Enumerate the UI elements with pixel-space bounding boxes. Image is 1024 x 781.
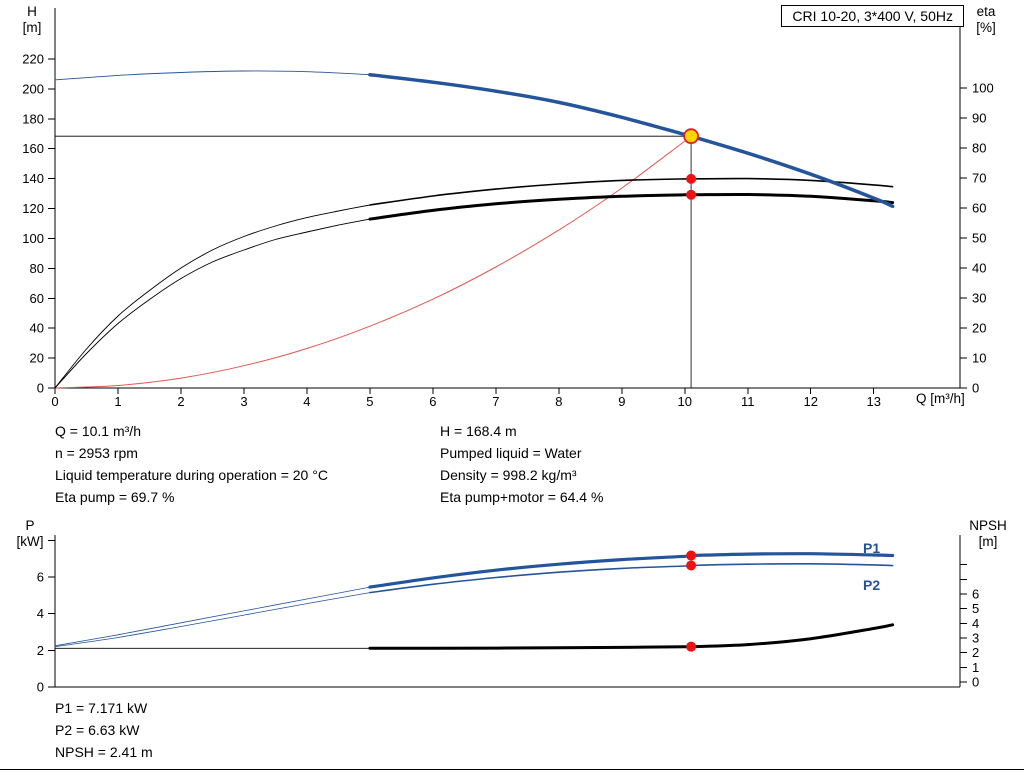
readout-density: Density = 998.2 kg/m³ <box>440 467 577 483</box>
readout-liquid-temperature: Liquid temperature during operation = 20… <box>55 467 328 483</box>
npsh-point <box>686 641 697 652</box>
h-axis-label-line2: [m] <box>22 20 42 35</box>
y-right-tick-label: 30 <box>972 291 986 306</box>
y-right-tick-label: 20 <box>972 321 986 336</box>
y-left-tick-label: 2 <box>37 643 44 658</box>
h-axis-label: H [m] <box>14 4 50 36</box>
y-right-tick-label: 70 <box>972 171 986 186</box>
x-tick-label: 13 <box>866 394 880 409</box>
y-right-tick-label: 10 <box>972 351 986 366</box>
y-left-tick-label: 100 <box>22 231 44 246</box>
pump-title-box: CRI 10-20, 3*400 V, 50Hz <box>781 5 964 27</box>
curve-npsh <box>368 623 895 650</box>
y-right-tick-label: 0 <box>972 381 979 396</box>
curve-eta-pump-thin <box>54 204 371 389</box>
curve-p2 <box>369 562 894 594</box>
eta-axis-label-line1: eta <box>976 4 996 19</box>
x-tick-label: 3 <box>240 394 247 409</box>
y-left-tick-label: 6 <box>37 570 44 585</box>
y-right-tick-label: 1 <box>972 660 979 675</box>
p-axis-label: P [kW] <box>8 518 52 550</box>
y-right-tick-label: 100 <box>972 81 994 96</box>
power-readout: P1 = 7.171 kW P2 = 6.63 kW NPSH = 2.41 m <box>55 697 153 763</box>
x-tick-label: 8 <box>555 394 562 409</box>
x-tick-label: 6 <box>429 394 436 409</box>
curve-head <box>368 72 895 209</box>
y-right-tick-label: 2 <box>972 645 979 660</box>
y-right-tick-label: 90 <box>972 111 986 126</box>
y-left-tick-label: 4 <box>37 606 44 621</box>
y-right-tick-label: 60 <box>972 201 986 216</box>
readout-pumped-liquid: Pumped liquid = Water <box>440 445 582 461</box>
readout-speed: n = 2953 rpm <box>55 445 138 461</box>
eta-pump-point <box>686 173 697 184</box>
readout-npsh: NPSH = 2.41 m <box>55 744 153 760</box>
y-left-tick-label: 20 <box>30 351 44 366</box>
y-left-tick-label: 220 <box>22 52 44 67</box>
eta-axis-label: eta [%] <box>964 4 1008 36</box>
y-right-tick-label: 40 <box>972 261 986 276</box>
npsh-axis-label-line1: NPSH <box>969 518 1007 533</box>
x-tick-label: 9 <box>618 394 625 409</box>
y-left-tick-label: 40 <box>30 321 44 336</box>
readout-eta-pump: Eta pump = 69.7 % <box>55 489 175 505</box>
x-tick-label: 7 <box>492 394 499 409</box>
npsh-axis-label-line2: [m] <box>978 534 998 549</box>
y-left-tick-label: 0 <box>37 680 44 695</box>
p1-point <box>686 550 697 561</box>
x-tick-label: 1 <box>114 394 121 409</box>
readout-eta-pump-motor: Eta pump+motor = 64.4 % <box>440 489 604 505</box>
eta-axis-label-line2: [%] <box>976 20 996 35</box>
readout-p2: P2 = 6.63 kW <box>55 722 140 738</box>
y-left-tick-label: 120 <box>22 201 44 216</box>
y-left-tick-label: 80 <box>30 261 44 276</box>
x-tick-label: 0 <box>51 394 58 409</box>
y-right-tick-label: 80 <box>972 141 986 156</box>
readout-p1: P1 = 7.171 kW <box>55 700 148 716</box>
npsh-axis-label: NPSH [m] <box>958 518 1018 550</box>
duty-readout-left: Q = 10.1 m³/h n = 2953 rpm Liquid temper… <box>55 420 328 508</box>
y-right-tick-label: 3 <box>972 631 979 646</box>
curve-head-thin <box>54 70 371 81</box>
p2-curve-label: P2 <box>863 577 881 593</box>
y-left-tick-label: 140 <box>22 171 44 186</box>
curve-eta-pump-motor <box>368 192 895 221</box>
x-tick-label: 11 <box>741 394 755 409</box>
h-axis-label-line1: H <box>27 4 37 19</box>
p-axis-label-line1: P <box>25 518 35 533</box>
curve-p2-thin <box>54 592 371 648</box>
curve-p1-thin <box>54 586 371 647</box>
y-right-tick-label: 50 <box>972 231 986 246</box>
y-right-tick-label: 4 <box>972 616 979 631</box>
y-left-tick-label: 200 <box>22 81 44 96</box>
y-left-tick-label: 0 <box>37 381 44 396</box>
x-tick-label: 2 <box>177 394 184 409</box>
y-right-tick-label: 5 <box>972 601 979 616</box>
y-right-tick-label: 6 <box>972 587 979 602</box>
x-tick-label: 4 <box>303 394 310 409</box>
p2-point <box>686 560 697 571</box>
p-axis-label-line2: [kW] <box>16 534 44 549</box>
readout-head: H = 168.4 m <box>440 423 517 439</box>
x-tick-label: 5 <box>366 394 373 409</box>
curve-p1 <box>368 552 895 589</box>
y-left-tick-label: 160 <box>22 141 44 156</box>
q-axis-label: Q [m³/h] <box>916 391 965 406</box>
y-left-tick-label: 60 <box>30 291 44 306</box>
p1-curve-label: P1 <box>863 540 881 556</box>
curve-system-curve <box>54 135 693 389</box>
readout-q: Q = 10.1 m³/h <box>55 423 141 439</box>
curve-eta-pump <box>369 177 894 206</box>
x-tick-label: 10 <box>678 394 692 409</box>
x-tick-label: 12 <box>804 394 818 409</box>
page-bottom-border <box>0 769 1024 770</box>
y-right-tick-label: 0 <box>972 675 979 690</box>
curve-eta-pump-motor-thin <box>54 218 371 389</box>
duty-point <box>683 128 699 145</box>
duty-readout-right: H = 168.4 m Pumped liquid = Water Densit… <box>440 420 603 508</box>
y-left-tick-label: 180 <box>22 111 44 126</box>
eta-pump-motor-point <box>686 189 697 200</box>
